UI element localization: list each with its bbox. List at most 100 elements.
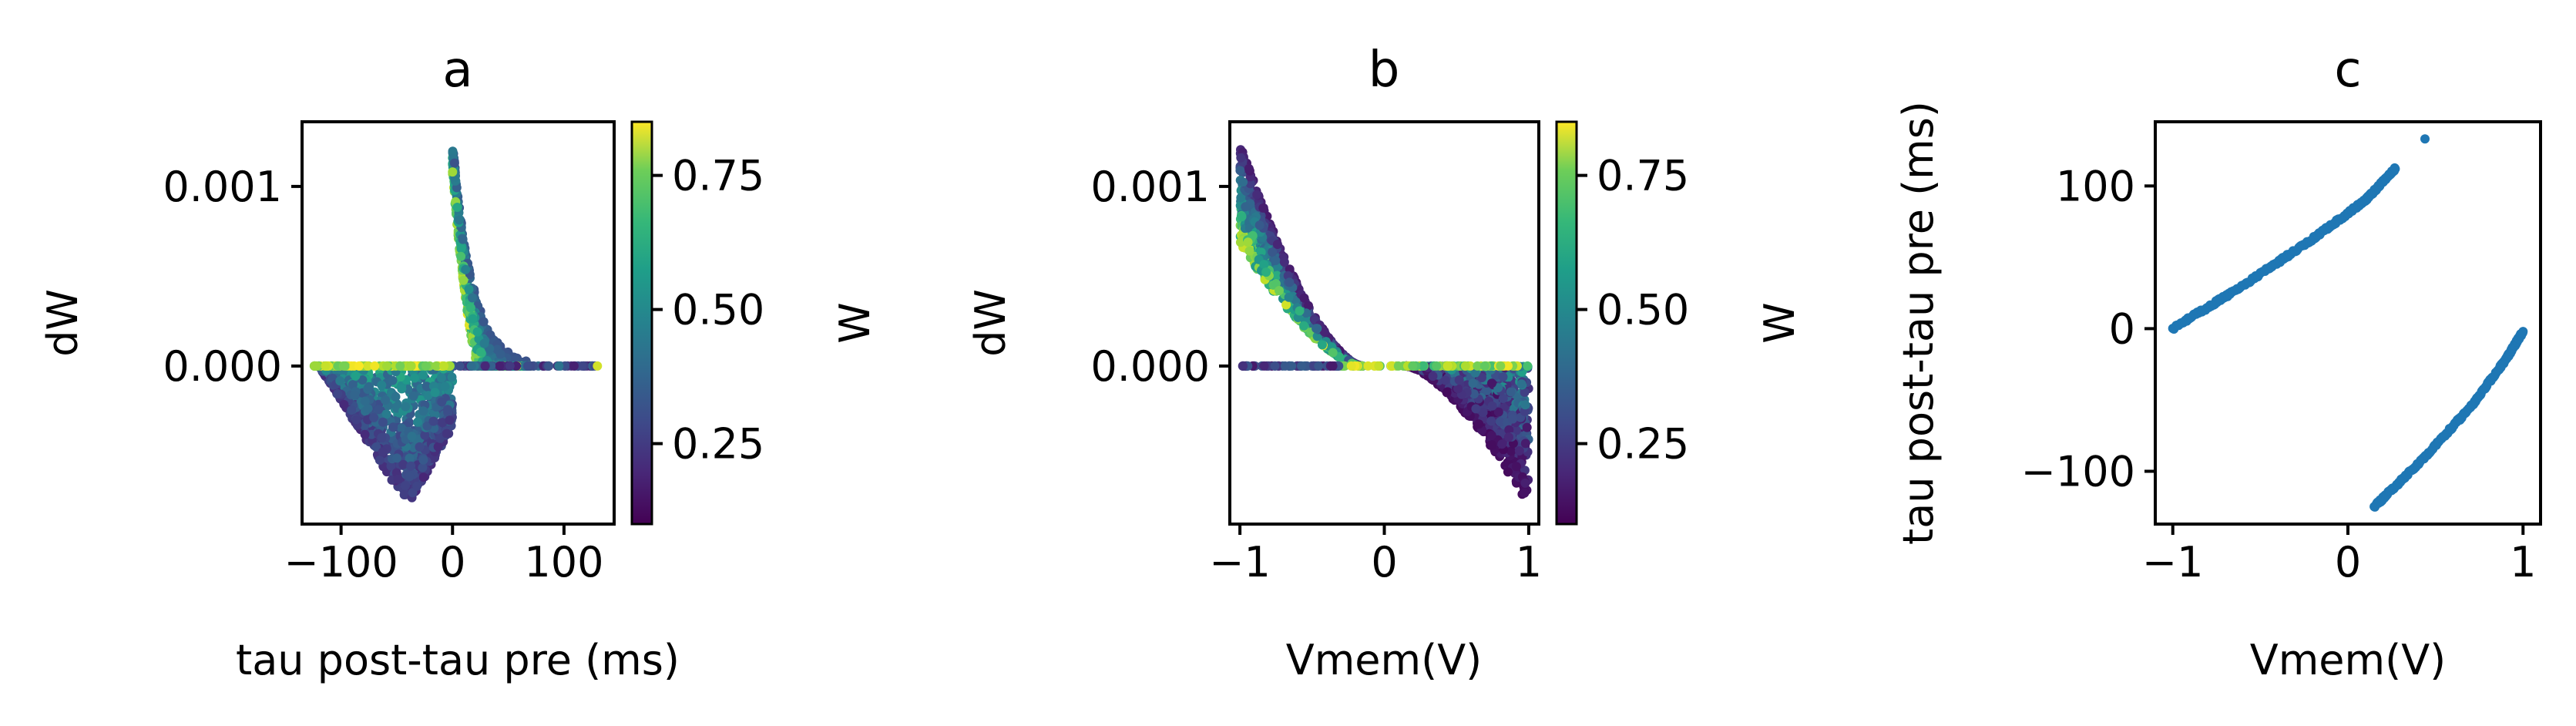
panel-b-point [1291, 295, 1301, 305]
panel-a-point [495, 361, 505, 371]
panel-b-ytick-label: 0.000 [1090, 342, 1210, 391]
panel-a-point [412, 481, 422, 491]
panel-b-point [1512, 425, 1521, 435]
panel-a-point [363, 361, 373, 371]
panel-a-point [464, 284, 474, 294]
panel-b-point [1254, 220, 1264, 230]
panel-a-point [395, 361, 405, 371]
panel-b-point [1471, 404, 1481, 414]
panel-b-point [1314, 361, 1324, 371]
panel-a-point [495, 349, 505, 359]
panel-b-colorbar-tick-label: 0.50 [1597, 286, 1689, 334]
panel-b-point [1346, 361, 1356, 371]
panel-b-colorbar-tick-label: 0.25 [1597, 420, 1689, 469]
panel-a-point [480, 361, 490, 371]
panel-b-point [1460, 361, 1470, 371]
panel-a-point [445, 415, 455, 425]
panel-a-point [399, 490, 409, 499]
panel-a-point [354, 361, 364, 371]
panel-b-point [1285, 277, 1295, 287]
panel-b-point [1363, 361, 1373, 371]
panel-a-point [406, 361, 416, 371]
panel-a-point [339, 399, 349, 409]
panel-b-point [1506, 387, 1516, 397]
panel-a-xlabel: tau post-tau pre (ms) [236, 636, 680, 684]
panel-b-point [1236, 193, 1246, 203]
panel-a-point [430, 388, 440, 398]
panel-c-point [2518, 327, 2528, 337]
panel-a-xtick-label: −100 [284, 538, 398, 587]
panel-c-point [2390, 164, 2400, 174]
panel-b-colorbar-label: W [1755, 302, 1804, 343]
panel-b-title: b [1369, 42, 1400, 99]
panel-b-point [1238, 177, 1248, 187]
panel-b-point [1487, 440, 1497, 449]
panel-b-points [1235, 145, 1533, 499]
panel-a-point [374, 405, 384, 415]
panel-c-ytick-label: 0 [2109, 304, 2135, 353]
panel-a-point [367, 429, 377, 439]
panel-a-point [401, 402, 411, 412]
panel-a-point [452, 203, 462, 212]
panel-b-point [1508, 414, 1518, 424]
panel-a-point [335, 376, 345, 386]
panel-a-point [439, 361, 449, 371]
panel-b-frame [1228, 120, 1540, 526]
panel-b-point [1520, 400, 1530, 410]
panel-a-point [437, 397, 447, 407]
panel-b-point [1479, 361, 1490, 371]
panel-b-point [1497, 439, 1507, 449]
panel-b-point [1235, 166, 1245, 176]
panel-a-ytick-label: 0.001 [163, 163, 282, 211]
panel-b-point [1503, 361, 1513, 371]
panel-b-point [1474, 419, 1484, 429]
panel-b-point [1272, 240, 1282, 249]
panel-a-point [455, 361, 465, 371]
panel-b-point [1522, 422, 1532, 432]
panel-b-point [1428, 371, 1438, 381]
panel-b-point [1287, 361, 1297, 371]
panel-c-xtick-label: 1 [2510, 538, 2536, 587]
panel-b-point [1520, 388, 1530, 397]
panel-b-point [1442, 388, 1452, 398]
panel-a-point [455, 215, 465, 225]
panel-b-point [1506, 446, 1516, 456]
panel-b-point [1281, 300, 1291, 310]
panel-a-ylabel: dW [39, 289, 87, 357]
panel-b-ticks: −1 0 1 0.001 0.000 [1090, 163, 1542, 587]
panel-b-point [1495, 417, 1505, 427]
panel-a-point [406, 461, 416, 471]
panel-b-point [1245, 179, 1255, 189]
panel-a-point [438, 418, 448, 428]
panel-b-point [1486, 431, 1496, 440]
panel-a-point [447, 372, 457, 382]
panel-a-point [392, 453, 401, 463]
panel-a-xtick-label: 100 [524, 538, 603, 587]
panel-b-point [1279, 257, 1289, 267]
panel-b-point [1516, 379, 1526, 389]
panel-a-point [350, 390, 360, 400]
panel-c-xlabel: Vmem(V) [2250, 636, 2446, 684]
panel-a-point [468, 314, 478, 324]
panel-b-point [1241, 202, 1251, 212]
panel-a-point [351, 371, 361, 381]
panel-a-ticks: −100 0 100 0.001 0.000 [163, 163, 603, 587]
panel-a-point [410, 373, 419, 383]
panel-a-xtick-label: 0 [439, 538, 465, 587]
panel-a-point [472, 327, 482, 337]
panel-b-point [1295, 306, 1305, 316]
panel-c-xtick-label: −1 [2142, 538, 2204, 587]
panel-a-point [378, 417, 388, 427]
panel-b-point [1498, 394, 1508, 403]
panel-b-point [1299, 321, 1309, 331]
panel-b-point [1493, 407, 1503, 417]
panel-b-point [1319, 327, 1329, 337]
panel-a-point [377, 380, 387, 390]
panel-b-point [1244, 163, 1254, 173]
panel-a-point [413, 417, 422, 427]
panel-a-colorbar-tick-label: 0.25 [672, 420, 764, 469]
panel-b-point [1272, 271, 1282, 281]
panel-a-title: a [442, 42, 472, 99]
panel-a-point [421, 381, 432, 392]
